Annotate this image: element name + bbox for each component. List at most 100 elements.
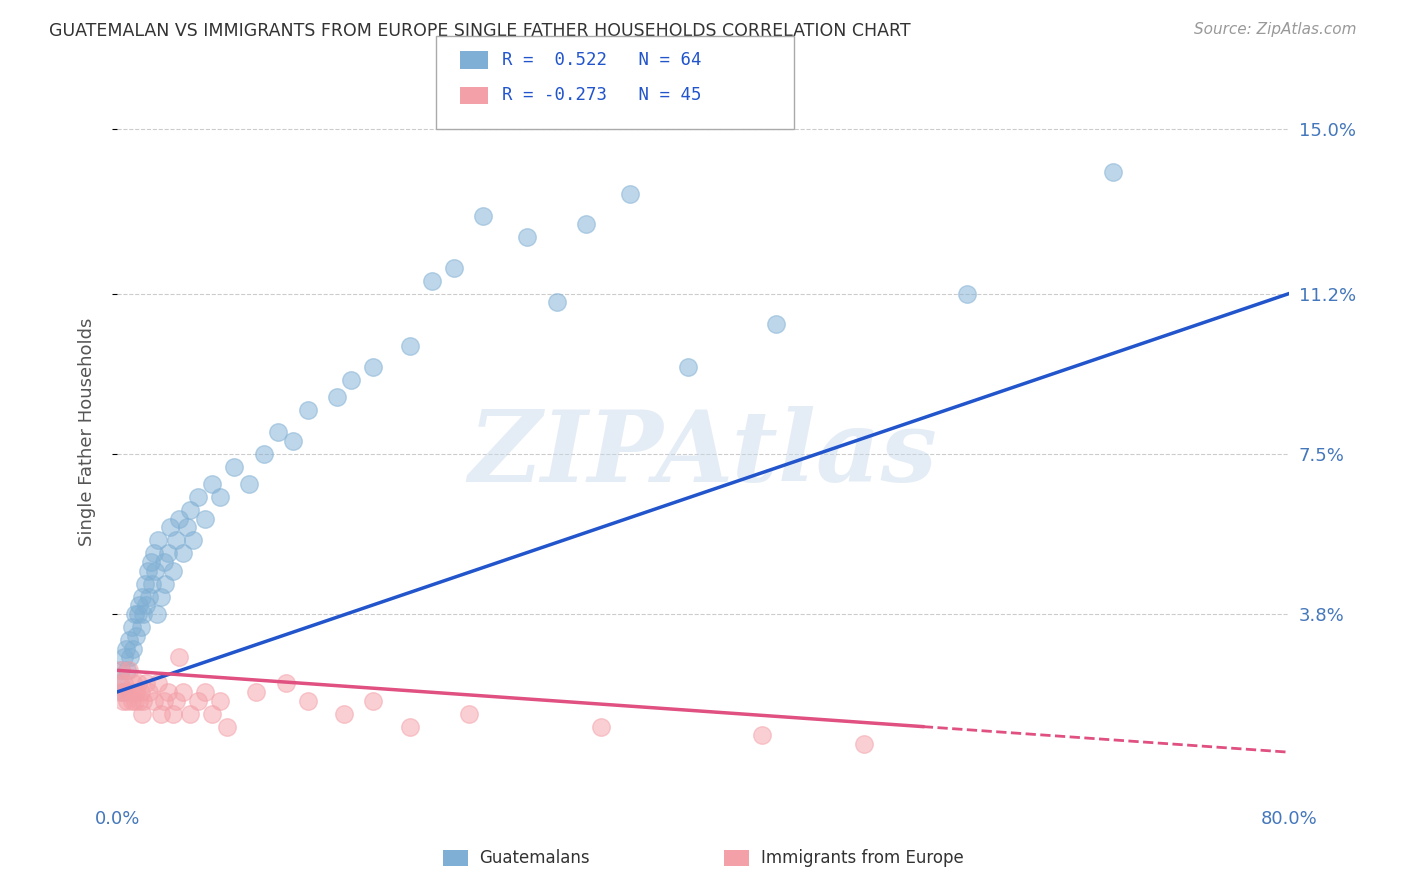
- Point: [208, 490, 231, 504]
- Point: [619, 186, 641, 201]
- Point: [135, 599, 157, 613]
- Point: [150, 590, 173, 604]
- Point: [1102, 165, 1125, 179]
- Point: [110, 663, 132, 677]
- Point: [127, 676, 149, 690]
- Point: [139, 555, 162, 569]
- Point: [118, 663, 141, 677]
- Point: [127, 607, 149, 621]
- Point: [120, 650, 142, 665]
- Point: [112, 676, 135, 690]
- Text: R = -0.273   N = 45: R = -0.273 N = 45: [502, 87, 702, 104]
- Point: [108, 685, 131, 699]
- Point: [132, 607, 155, 621]
- Point: [162, 706, 184, 721]
- Point: [274, 676, 297, 690]
- Point: [443, 260, 465, 275]
- Point: [138, 590, 160, 604]
- Point: [150, 706, 173, 721]
- Point: [121, 693, 143, 707]
- Point: [215, 720, 238, 734]
- Point: [181, 533, 204, 548]
- Point: [399, 720, 422, 734]
- Point: [575, 217, 598, 231]
- Point: [125, 629, 148, 643]
- Point: [267, 425, 290, 439]
- Point: [142, 693, 165, 707]
- Y-axis label: Single Father Households: Single Father Households: [79, 318, 96, 546]
- Point: [111, 685, 134, 699]
- Point: [457, 706, 479, 721]
- Point: [110, 663, 132, 677]
- Point: [179, 503, 201, 517]
- Point: [108, 676, 131, 690]
- Point: [751, 728, 773, 742]
- Point: [128, 599, 150, 613]
- Point: [187, 490, 209, 504]
- Point: [340, 373, 363, 387]
- Point: [245, 685, 267, 699]
- Point: [326, 391, 349, 405]
- Point: [281, 434, 304, 448]
- Point: [115, 641, 138, 656]
- Text: Immigrants from Europe: Immigrants from Europe: [761, 849, 963, 867]
- Point: [125, 685, 148, 699]
- Point: [399, 338, 422, 352]
- Point: [238, 477, 260, 491]
- Point: [111, 693, 134, 707]
- Point: [132, 693, 155, 707]
- Point: [201, 706, 224, 721]
- Point: [145, 607, 167, 621]
- Point: [128, 693, 150, 707]
- Point: [167, 650, 190, 665]
- Point: [117, 663, 139, 677]
- Point: [131, 706, 153, 721]
- Point: [143, 564, 166, 578]
- Point: [194, 512, 217, 526]
- Point: [138, 685, 160, 699]
- Point: [165, 533, 187, 548]
- Point: [187, 693, 209, 707]
- Point: [146, 533, 169, 548]
- Text: R =  0.522   N = 64: R = 0.522 N = 64: [502, 51, 702, 69]
- Point: [124, 607, 146, 621]
- Point: [297, 403, 319, 417]
- Point: [157, 685, 180, 699]
- Point: [956, 286, 979, 301]
- Point: [179, 706, 201, 721]
- Point: [142, 546, 165, 560]
- Text: GUATEMALAN VS IMMIGRANTS FROM EUROPE SINGLE FATHER HOUSEHOLDS CORRELATION CHART: GUATEMALAN VS IMMIGRANTS FROM EUROPE SIN…: [49, 22, 911, 40]
- Point: [107, 676, 129, 690]
- Point: [136, 564, 159, 578]
- Point: [121, 620, 143, 634]
- Text: Guatemalans: Guatemalans: [479, 849, 591, 867]
- Point: [208, 693, 231, 707]
- Point: [333, 706, 356, 721]
- Point: [157, 546, 180, 560]
- Point: [252, 447, 274, 461]
- Point: [589, 720, 612, 734]
- Text: Source: ZipAtlas.com: Source: ZipAtlas.com: [1194, 22, 1357, 37]
- Point: [141, 576, 163, 591]
- Point: [146, 676, 169, 690]
- Point: [118, 632, 141, 647]
- Point: [172, 546, 194, 560]
- Point: [155, 576, 177, 591]
- Point: [124, 693, 146, 707]
- Point: [120, 685, 142, 699]
- Point: [134, 576, 156, 591]
- Point: [162, 564, 184, 578]
- Point: [546, 295, 568, 310]
- Point: [129, 685, 152, 699]
- Point: [165, 693, 187, 707]
- Point: [159, 520, 181, 534]
- Point: [117, 693, 139, 707]
- Point: [363, 360, 385, 375]
- Point: [472, 209, 495, 223]
- Point: [153, 555, 176, 569]
- Point: [678, 360, 700, 375]
- Point: [153, 693, 176, 707]
- Point: [363, 693, 385, 707]
- Point: [122, 676, 145, 690]
- Point: [131, 590, 153, 604]
